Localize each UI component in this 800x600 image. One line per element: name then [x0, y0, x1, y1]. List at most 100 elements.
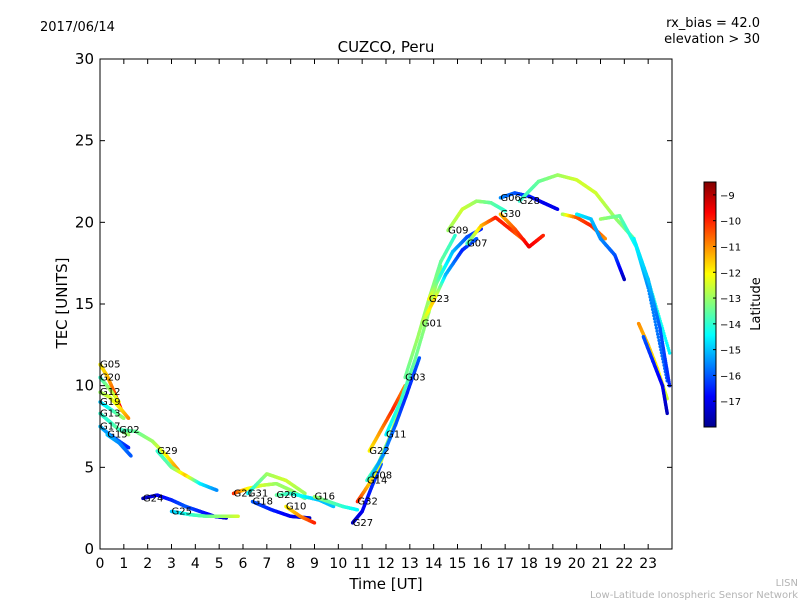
- satellite-label: G02: [119, 425, 139, 436]
- data-point: [656, 335, 660, 339]
- data-point: [659, 348, 663, 352]
- y-tick-label: 20: [75, 213, 94, 231]
- x-tick-label: 5: [215, 556, 224, 572]
- colorbar-tick-label: −11: [720, 242, 741, 253]
- satellite-label: G26: [276, 490, 296, 501]
- x-axis-label: Time [UT]: [348, 575, 422, 593]
- satellite-label: G32: [357, 497, 377, 508]
- data-point: [236, 514, 240, 518]
- data-point: [654, 323, 658, 327]
- satellite-label: G01: [422, 319, 442, 330]
- data-point: [126, 433, 131, 437]
- colorbar-tick-label: −9: [720, 191, 735, 202]
- x-tick-label: 15: [449, 556, 467, 572]
- series-G23: [427, 227, 483, 301]
- data-point: [653, 320, 657, 324]
- data-point: [117, 400, 121, 404]
- series-G19: [98, 400, 126, 420]
- data-point: [503, 209, 507, 213]
- data-points: [98, 173, 672, 525]
- series-G06: [498, 191, 560, 211]
- satellite-label: G27: [353, 518, 373, 529]
- data-point: [658, 344, 662, 349]
- x-tick-label: 8: [286, 556, 295, 572]
- satellite-label: G11: [386, 430, 406, 441]
- data-point: [355, 508, 360, 512]
- x-tick-label: 22: [615, 556, 633, 572]
- series-G10: [284, 504, 317, 525]
- data-point: [453, 233, 457, 238]
- satellite-label: G22: [369, 446, 389, 457]
- satellite-label: G09: [448, 226, 468, 237]
- colorbar-tick-label: −12: [720, 268, 741, 279]
- date-label: 2017/06/14: [40, 20, 115, 35]
- colorbar-ticks: −9 −10 −11 −12 −13 −14 −15 −16 −17: [713, 191, 741, 408]
- y-tick-label: 5: [84, 458, 94, 476]
- x-tick-label: 21: [592, 556, 610, 572]
- x-tick-label: 6: [239, 556, 248, 572]
- satellite-label: G14: [367, 475, 387, 486]
- data-point: [312, 521, 317, 525]
- series-G27: [350, 462, 383, 525]
- series-track-34: [632, 237, 672, 388]
- y-tick-label: 15: [75, 295, 94, 313]
- satellite-label: G30: [500, 209, 520, 220]
- x-tick-label: 2: [143, 556, 152, 572]
- series-G08: [370, 356, 422, 478]
- x-tick-label: 1: [119, 556, 128, 572]
- y-tick-label: 10: [75, 377, 94, 395]
- satellite-label: G13: [100, 408, 120, 419]
- data-point: [667, 351, 672, 355]
- colorbar-tick-label: −17: [720, 397, 741, 408]
- satellite-label: G10: [286, 502, 306, 513]
- data-point: [650, 307, 655, 312]
- satellite-label: G05: [100, 359, 120, 370]
- data-point: [603, 237, 607, 241]
- series-G15: [105, 433, 133, 458]
- x-tick-label: 13: [401, 556, 419, 572]
- x-tick-label: 9: [310, 556, 319, 572]
- series-G16: [312, 495, 360, 512]
- elevation-label: elevation > 30: [664, 32, 760, 47]
- series-G12: [98, 390, 131, 420]
- satellite-label: G28: [520, 196, 540, 207]
- satellite-label: G23: [429, 294, 449, 305]
- x-tick-label: 4: [191, 556, 200, 572]
- satellite-labels: G05G20G12G19G13G17G15G02G29G24G25G21G31G…: [100, 193, 540, 529]
- data-point: [665, 411, 669, 416]
- rx-bias-label: rx_bias = 42.0: [666, 16, 760, 31]
- data-point: [657, 338, 661, 343]
- colorbar: [703, 181, 717, 428]
- satellite-label: G31: [248, 489, 268, 500]
- x-tick-label: 7: [262, 556, 271, 572]
- satellite-label: G07: [467, 239, 487, 250]
- data-point: [652, 313, 656, 318]
- data-point: [651, 310, 655, 315]
- colorbar-tick-label: −15: [720, 346, 741, 357]
- x-tick-label: 16: [472, 556, 490, 572]
- series-G09: [446, 199, 507, 233]
- data-point: [652, 317, 657, 321]
- satellite-label: G29: [157, 446, 177, 457]
- series-track-32: [575, 212, 626, 282]
- data-point: [656, 332, 660, 336]
- footer-lisn: LISN: [776, 578, 798, 589]
- y-tick-label: 25: [75, 132, 94, 150]
- series-G30: [498, 212, 545, 249]
- series-G29: [155, 449, 219, 492]
- x-tick-label: 20: [568, 556, 586, 572]
- data-point: [126, 416, 131, 420]
- data-point: [555, 207, 560, 211]
- colorbar-tick-label: −10: [720, 217, 741, 228]
- series-G20: [98, 375, 121, 404]
- data-point: [122, 416, 126, 420]
- colorbar-tick-label: −14: [720, 320, 741, 331]
- data-point: [655, 329, 659, 333]
- data-point: [654, 326, 659, 330]
- colorbar-tick-label: −16: [720, 371, 741, 382]
- data-point: [417, 356, 422, 360]
- x-tick-label: 11: [353, 556, 371, 572]
- satellite-label: G18: [253, 497, 273, 508]
- satellite-label: G20: [100, 373, 120, 384]
- satellite-label: G16: [315, 492, 335, 503]
